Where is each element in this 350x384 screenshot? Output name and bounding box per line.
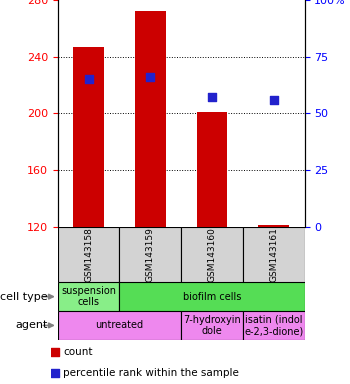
Point	[52, 370, 57, 376]
Text: GSM143160: GSM143160	[208, 227, 216, 282]
Point	[86, 76, 91, 83]
Bar	[58, 227, 119, 282]
Bar	[243, 227, 304, 282]
Bar	[181, 227, 243, 282]
Bar	[73, 47, 104, 227]
Text: suspension
cells: suspension cells	[61, 286, 116, 308]
Point	[209, 94, 215, 101]
Point	[52, 349, 57, 355]
Point	[271, 97, 277, 103]
Text: GSM143159: GSM143159	[146, 227, 155, 282]
Bar	[58, 282, 119, 311]
Text: count: count	[63, 347, 93, 357]
Bar	[135, 11, 166, 227]
Bar	[197, 112, 228, 227]
Text: 7-hydroxyin
dole: 7-hydroxyin dole	[183, 314, 241, 336]
Bar	[119, 227, 181, 282]
Bar	[181, 311, 243, 340]
Text: untreated: untreated	[95, 320, 144, 331]
Bar	[243, 311, 304, 340]
Text: GSM143161: GSM143161	[269, 227, 278, 282]
Bar	[258, 225, 289, 227]
Text: agent: agent	[15, 320, 47, 331]
Point	[147, 74, 153, 80]
Bar	[119, 282, 304, 311]
Bar	[58, 311, 181, 340]
Text: isatin (indol
e-2,3-dione): isatin (indol e-2,3-dione)	[244, 314, 303, 336]
Text: percentile rank within the sample: percentile rank within the sample	[63, 368, 239, 378]
Text: GSM143158: GSM143158	[84, 227, 93, 282]
Text: biofilm cells: biofilm cells	[183, 291, 241, 302]
Text: cell type: cell type	[0, 291, 47, 302]
